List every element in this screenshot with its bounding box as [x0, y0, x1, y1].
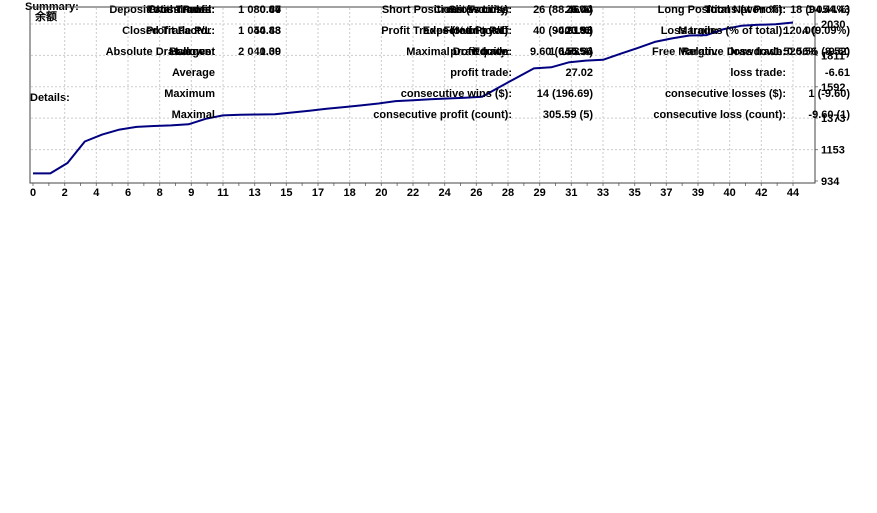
x-tick-label: 9: [188, 187, 194, 199]
stat-value: 40.88: [253, 25, 281, 37]
x-tick-label: 24: [439, 187, 452, 199]
y-tick-label: 1373: [821, 113, 845, 125]
stat-value: [215, 21, 281, 42]
stat-value: 26.44: [565, 4, 593, 16]
stat-value: [215, 42, 281, 63]
stat-label: Profit Factor:: [145, 25, 215, 37]
summary-label: Closed Trade P/L:: [122, 25, 215, 37]
x-tick-label: 13: [249, 187, 261, 199]
x-tick-label: 29: [534, 187, 546, 199]
x-tick-label: 0: [30, 187, 36, 199]
stat-value: 1 080.87: [238, 4, 281, 16]
stat-label: loss trade:: [730, 67, 786, 79]
stat-value: 1 (-9.60): [808, 88, 850, 100]
stat-label: Total Trades:: [147, 4, 215, 16]
x-tick-label: 33: [597, 187, 609, 199]
stat-label: Largest: [175, 46, 215, 58]
stat-label: Average: [171, 67, 215, 79]
stat-label: profit trade:: [450, 46, 512, 58]
x-tick-label: 4: [93, 187, 100, 199]
stat-value: 26 (88.46%): [533, 4, 593, 16]
stat-value: 0.56% (8.52): [787, 46, 850, 58]
x-tick-label: 42: [755, 187, 767, 199]
y-tick-label: 1153: [821, 145, 845, 157]
x-tick-label: 28: [502, 187, 514, 199]
x-tick-label: 35: [629, 187, 641, 199]
y-tick-label: 1811: [821, 50, 845, 62]
details-section-title: Details:: [30, 92, 70, 104]
stat-label: Maximal Drawdown:: [406, 46, 512, 58]
stat-label: Gross Profit:: [147, 4, 215, 16]
summary-value: -400.83: [554, 25, 592, 37]
x-tick-label: 37: [660, 187, 672, 199]
y-tick-label: 1592: [821, 82, 845, 94]
x-tick-label: 11: [217, 187, 229, 199]
stat-label: Maximal: [171, 109, 215, 121]
stat-value: -6.61: [824, 67, 850, 79]
x-tick-label: 15: [280, 187, 292, 199]
chart-series-title: 余额: [34, 9, 57, 23]
y-tick-label: 2030: [821, 19, 845, 31]
stat-label: Maximum: [164, 88, 215, 100]
x-tick-label: 17: [312, 187, 324, 199]
x-tick-label: 31: [565, 187, 577, 199]
summary-label: Floating P/L:: [443, 25, 510, 37]
stat-label: Profit Trades (% of total):: [381, 25, 512, 37]
y-tick-label: 934: [821, 176, 840, 188]
stat-label: Expected Payoff:: [422, 25, 512, 37]
stat-value: 4 (9.09%): [802, 25, 850, 37]
stat-label: Loss trades (% of total):: [660, 25, 786, 37]
stats-table-profit: Gross Profit: 1 080.87 Gross Loss: 26.44…: [0, 0, 850, 63]
stat-label: loss trade:: [730, 46, 786, 58]
stat-value: 44: [268, 4, 281, 16]
stat-value: 40 (90.91%): [533, 25, 593, 37]
stat-value: 1 054.43: [807, 4, 850, 16]
x-tick-label: 39: [692, 187, 704, 199]
summary-value: 1 054.43: [238, 25, 281, 37]
x-tick-label: 26: [470, 187, 482, 199]
chart-plot-border: [29, 6, 816, 184]
stat-value: 0.00: [259, 46, 281, 58]
stat-value: 18 (94.44%): [790, 4, 850, 16]
stat-value: 155.34: [559, 46, 593, 58]
stat-value: [215, 105, 281, 126]
stat-value: [215, 84, 281, 105]
x-tick-label: 8: [157, 187, 163, 199]
x-tick-label: 2: [62, 187, 68, 199]
stat-value: 14 (196.69): [536, 88, 593, 100]
x-tick-label: 6: [125, 187, 131, 199]
stat-label: consecutive losses ($):: [664, 88, 786, 100]
x-tick-label: 22: [407, 187, 419, 199]
x-tick-label: 40: [724, 187, 736, 199]
stat-value: 305.59 (5): [542, 109, 593, 121]
stat-label: Absolute Drawdown:: [105, 46, 215, 58]
stat-value: 23.96: [565, 25, 593, 37]
x-tick-label: 18: [344, 187, 356, 199]
x-tick-label: 20: [375, 187, 387, 199]
stat-label: profit trade:: [450, 67, 512, 79]
x-tick-label: 44: [787, 187, 800, 199]
stats-table-trades: Total Trades: 44 Short Positions (won %)…: [0, 0, 850, 126]
stat-value: [215, 63, 281, 84]
stat-value: 9.60 (0.53%): [530, 46, 593, 58]
summary-value: 120.00: [783, 25, 817, 37]
stat-value: -9.60: [824, 46, 850, 58]
stat-label: consecutive wins ($):: [400, 88, 512, 100]
stat-label: consecutive loss (count):: [653, 109, 786, 121]
stat-label: consecutive profit (count):: [373, 109, 512, 121]
stat-label: Relative Drawdown:: [681, 46, 786, 58]
stat-label: Short Positions (won %):: [381, 4, 512, 16]
stat-value: 27.02: [565, 67, 593, 79]
stat-label: Total Net Profit:: [704, 4, 786, 16]
stat-value: -9.60 (1): [808, 109, 850, 121]
stat-label: Gross Loss:: [447, 4, 512, 16]
balance-line: [33, 21, 794, 175]
stat-label: Long Positions (won %):: [657, 4, 786, 16]
stat-label: [0, 21, 215, 42]
